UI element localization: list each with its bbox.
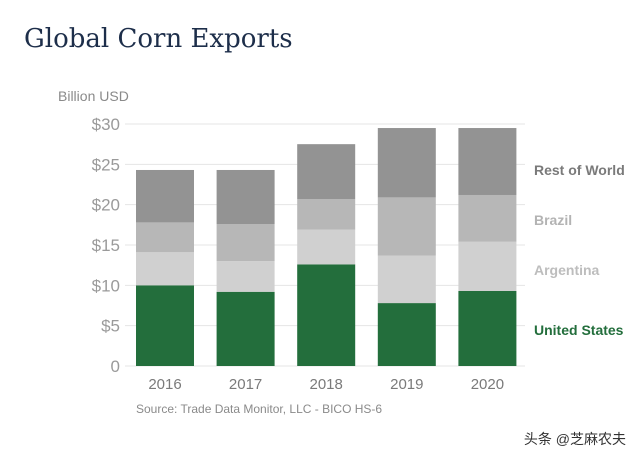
- bar-segment-argentina: [458, 241, 517, 291]
- bar-segment-rest-of-world: [458, 128, 517, 195]
- bar-segment-rest-of-world: [297, 144, 356, 200]
- bar-segment-argentina: [297, 229, 356, 265]
- y-tick-label: $30: [92, 115, 120, 134]
- bar-segment-rest-of-world: [136, 169, 194, 223]
- bar-segment-brazil: [458, 194, 517, 242]
- bar-segment-united-states: [297, 264, 356, 366]
- x-tick-label: 2020: [471, 376, 504, 393]
- x-tick-label: 2018: [310, 376, 343, 393]
- bar-segment-brazil: [136, 222, 194, 253]
- bar-segment-united-states: [136, 285, 194, 366]
- bar-segment-argentina: [377, 255, 436, 304]
- y-tick-label: 0: [111, 357, 120, 376]
- bar-segment-united-states: [377, 303, 436, 366]
- x-tick-label: 2016: [148, 376, 181, 393]
- legend-label: Rest of World: [534, 162, 625, 178]
- y-tick-label: $25: [92, 155, 120, 174]
- bar-segment-united-states: [216, 291, 275, 366]
- chart-title: Global Corn Exports: [24, 24, 293, 54]
- legend-label: Argentina: [534, 262, 600, 278]
- y-axis-label: Billion USD: [58, 88, 129, 104]
- bar-segment-brazil: [377, 197, 436, 256]
- y-tick-label: $5: [101, 317, 120, 336]
- bar-segment-argentina: [216, 261, 275, 292]
- bar-segment-brazil: [216, 224, 275, 262]
- source-note: Source: Trade Data Monitor, LLC - BICO H…: [136, 402, 383, 416]
- bar-segment-argentina: [136, 252, 194, 286]
- bar-segment-rest-of-world: [377, 128, 436, 198]
- x-tick-label: 2019: [390, 376, 423, 393]
- bar-segment-brazil: [297, 199, 356, 230]
- x-tick-label: 2017: [229, 376, 262, 393]
- legend-label: Brazil: [534, 212, 572, 228]
- y-tick-label: $15: [92, 236, 120, 255]
- y-tick-label: $10: [92, 276, 120, 295]
- watermark: 头条 @芝麻农夫: [523, 431, 626, 447]
- bar-segment-rest-of-world: [216, 169, 275, 225]
- y-tick-label: $20: [92, 196, 120, 215]
- bar-segment-united-states: [458, 290, 517, 366]
- legend-label: United States: [534, 322, 624, 338]
